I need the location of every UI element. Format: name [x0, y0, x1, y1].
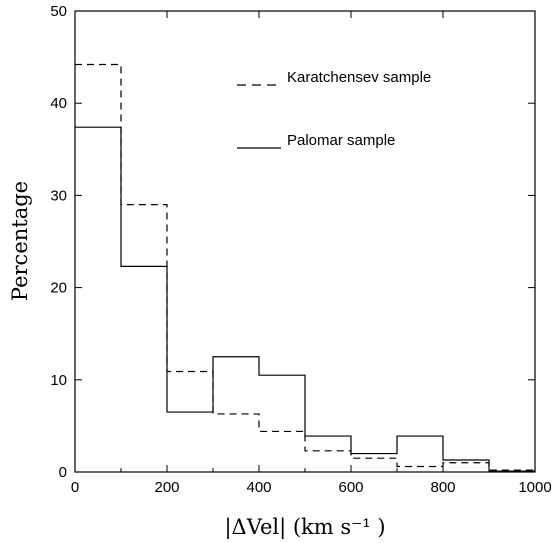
x-tick-label: 200 — [154, 479, 179, 496]
series-line-palomar — [75, 126, 536, 472]
y-tick-label: 10 — [50, 372, 67, 389]
y-tick-label: 0 — [59, 464, 67, 481]
series-layer — [75, 63, 536, 472]
x-axis-title: |ΔVel| (km s⁻¹ ) — [224, 515, 385, 540]
legend-label: Karatchensev sample — [287, 69, 431, 86]
y-tick-label: 20 — [50, 280, 67, 297]
y-tick-label: 50 — [50, 3, 67, 20]
ticks-layer: 0 200 400 600 800 1000 0 10 20 30 40 50 — [50, 3, 551, 496]
x-tick-label: 0 — [71, 479, 79, 496]
x-tick-label: 600 — [338, 479, 363, 496]
x-tick-label: 1000 — [518, 479, 551, 496]
legend: Karatchensev sample Palomar sample — [237, 69, 431, 149]
y-axis-title: Percentage — [8, 181, 32, 301]
x-tick-label: 400 — [246, 479, 271, 496]
series-line-karatchensev — [75, 63, 536, 472]
legend-label: Palomar sample — [287, 132, 395, 149]
x-tick-label: 800 — [430, 479, 455, 496]
y-tick-label: 30 — [50, 187, 67, 204]
y-tick-label: 40 — [50, 95, 67, 112]
